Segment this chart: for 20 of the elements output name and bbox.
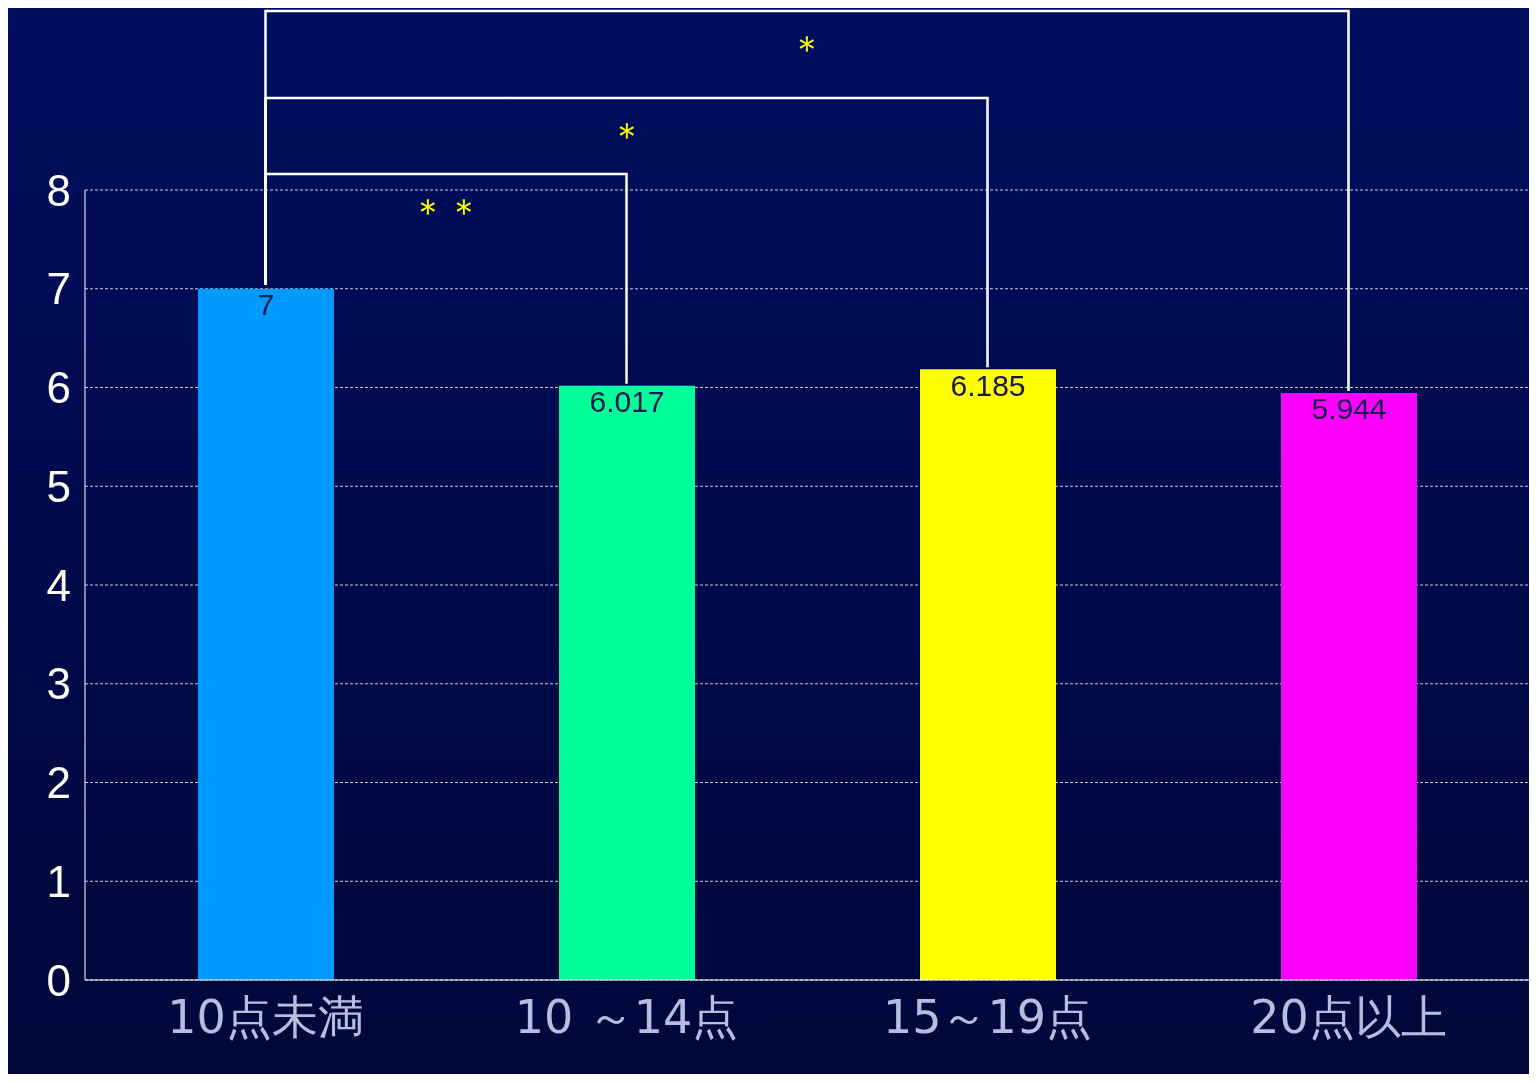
x-tick-label: 10点未満 <box>167 989 364 1044</box>
y-tick-label: 1 <box>46 856 71 906</box>
y-tick-label: 2 <box>46 758 71 808</box>
y-tick-label: 6 <box>46 363 71 413</box>
text: ＊ <box>608 115 645 156</box>
y-tick-label: 7 <box>46 264 71 314</box>
data-label: 5.944 <box>1311 392 1387 426</box>
y-tick-label: 3 <box>46 659 71 709</box>
y-tick-label: 4 <box>46 560 71 610</box>
data-label: 7 <box>257 288 275 322</box>
data-label: 6.017 <box>589 385 665 419</box>
data-label: 6.185 <box>950 368 1026 402</box>
y-tick-label: 5 <box>46 461 71 511</box>
y-tick-label: 8 <box>46 165 71 215</box>
annotation: ＊＊ <box>410 191 482 232</box>
x-tick-label: 15～19点 <box>882 989 1093 1044</box>
x-tick-label: 10 ～14点 <box>514 989 739 1044</box>
x-tick-label: 20点以上 <box>1250 989 1447 1044</box>
text: ＊ <box>789 28 825 69</box>
y-tick-label: 0 <box>46 955 71 1005</box>
